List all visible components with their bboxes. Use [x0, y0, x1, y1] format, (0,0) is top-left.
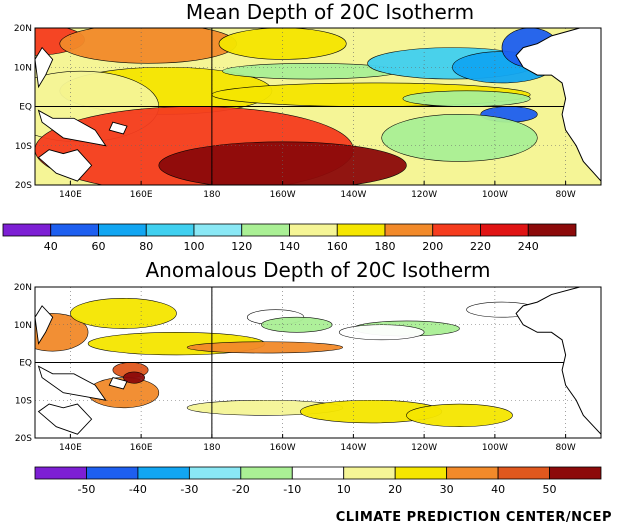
contour-region — [158, 141, 407, 185]
contour-region — [186, 341, 344, 354]
x-tick-label: 120W — [411, 443, 437, 453]
x-tick-label: 160W — [270, 443, 296, 453]
colorbar-label: -40 — [129, 483, 147, 496]
y-tick-label: 20N — [14, 24, 32, 34]
americas-landmass — [515, 286, 602, 436]
contour-region — [123, 371, 145, 384]
y-tick-label: 20S — [15, 181, 32, 191]
x-tick-label: 80W — [555, 190, 575, 200]
colorbar-swatch — [289, 223, 338, 237]
x-tick-label: 140E — [59, 443, 82, 453]
y-tick-label: EQ — [19, 359, 32, 369]
colorbar-label: 240 — [518, 240, 539, 253]
island-outline — [37, 149, 93, 182]
colorbar-label: 40 — [44, 240, 58, 253]
colorbar-label: 120 — [231, 240, 252, 253]
contour-region — [402, 90, 531, 107]
x-tick-label: 140W — [340, 190, 366, 200]
colorbar-swatch — [86, 466, 139, 480]
chart-title-mean: Mean Depth of 20C Isotherm — [186, 0, 474, 24]
colorbar-swatch — [193, 223, 243, 237]
colorbar-label: 220 — [470, 240, 491, 253]
y-tick-label: 20N — [14, 283, 32, 293]
x-tick-label: 180 — [203, 190, 220, 200]
x-tick-label: 140E — [59, 190, 82, 200]
island-outline — [37, 403, 93, 435]
x-tick-label: 120W — [411, 190, 437, 200]
x-tick-label: 140W — [340, 443, 366, 453]
island-outline — [34, 46, 54, 89]
colorbar-label: 200 — [422, 240, 443, 253]
colorbar-label: 60 — [92, 240, 106, 253]
island-outline — [34, 305, 54, 345]
colorbar-swatch — [527, 223, 577, 237]
contour-region — [406, 403, 513, 427]
colorbar-label: 50 — [543, 483, 557, 496]
colorbar-label: 180 — [375, 240, 396, 253]
contour-region — [218, 28, 347, 60]
plot-frame-mean — [34, 27, 602, 186]
colorbar-swatch — [188, 466, 242, 480]
island-outline — [37, 109, 107, 147]
colorbar-label: 100 — [184, 240, 205, 253]
x-tick-label: 100W — [482, 443, 508, 453]
colorbar-label: -20 — [232, 483, 250, 496]
colorbar-label: 140 — [279, 240, 300, 253]
colorbar-swatch — [394, 466, 448, 480]
y-tick-label: EQ — [19, 103, 32, 113]
island-outline — [108, 121, 128, 135]
colorbar-swatch — [549, 466, 602, 480]
colorbar-swatch — [137, 466, 190, 480]
colorbar-label: 30 — [440, 483, 454, 496]
colorbar-swatch — [497, 466, 550, 480]
contour-region — [59, 28, 237, 64]
y-tick-label: 10N — [14, 63, 32, 73]
credit-label: CLIMATE PREDICTION CENTER/NCEP — [336, 510, 612, 525]
contour-region — [381, 114, 538, 162]
colorbar-swatch — [336, 223, 386, 237]
contour-region — [338, 324, 425, 341]
y-tick-label: 10N — [14, 321, 32, 331]
colorbar-label: 80 — [139, 240, 153, 253]
colorbar-swatch — [34, 466, 87, 480]
colorbar-label: 20 — [388, 483, 402, 496]
americas-landmass — [515, 27, 602, 183]
chart-title-anomaly: Anomalous Depth of 20C Isotherm — [146, 258, 491, 282]
colorbar-swatch — [446, 466, 499, 480]
colorbar-label: 160 — [327, 240, 348, 253]
x-tick-label: 160E — [130, 190, 153, 200]
colorbar-swatch — [291, 466, 345, 480]
colorbar-swatch — [98, 223, 147, 237]
colorbar-label: -50 — [77, 483, 95, 496]
colorbar-swatch — [50, 223, 99, 237]
plot-frame-anomaly — [34, 286, 602, 439]
colorbar-swatch — [2, 223, 52, 237]
colorbar-swatch — [343, 466, 396, 480]
colorbar-label: -30 — [180, 483, 198, 496]
x-tick-label: 180 — [203, 443, 220, 453]
x-tick-label: 160E — [130, 443, 153, 453]
contour-region — [261, 316, 333, 333]
x-tick-label: 160W — [270, 190, 296, 200]
colorbar-swatch — [384, 223, 434, 237]
colorbar-swatch — [240, 466, 293, 480]
y-tick-label: 10S — [15, 396, 32, 406]
colorbar-swatch — [432, 223, 481, 237]
x-tick-label: 80W — [555, 443, 575, 453]
colorbar-swatch — [241, 223, 290, 237]
colorbar-label: 10 — [337, 483, 351, 496]
colorbar-swatch — [145, 223, 195, 237]
y-tick-label: 10S — [15, 142, 32, 152]
island-outline — [37, 365, 107, 401]
contour-region — [70, 298, 177, 329]
colorbar-label: 40 — [491, 483, 505, 496]
island-outline — [108, 377, 128, 390]
colorbar-label: -10 — [283, 483, 301, 496]
y-tick-label: 20S — [15, 434, 32, 444]
colorbar-swatch — [480, 223, 529, 237]
x-tick-label: 100W — [482, 190, 508, 200]
